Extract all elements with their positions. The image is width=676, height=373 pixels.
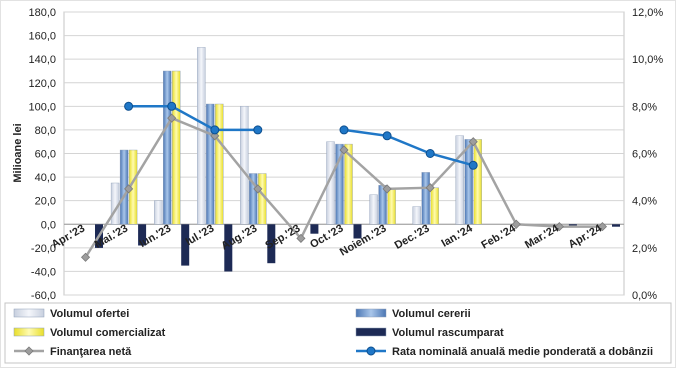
y-tick-label: -40,0 [31, 266, 56, 278]
bar-volumul-cererii-8 [421, 172, 430, 225]
legend-marker-finan-area-net- [24, 346, 34, 356]
y2-tick-label: 12,0% [632, 7, 663, 19]
point-finan-area-net--1 [124, 184, 134, 194]
point-finan-area-net--4 [253, 184, 263, 194]
bar-volumul-ofertei-2 [153, 200, 163, 225]
point-rata-nominal-anual-medie-ponderat-a-dob-nzii-4 [253, 125, 263, 135]
bar-volumul-comercializat-3 [215, 103, 224, 225]
y-tick-label: 120,0 [28, 78, 56, 90]
y2-tick-label: 10,0% [632, 54, 663, 66]
bar-volumul-ofertei-9 [455, 135, 464, 225]
point-finan-area-net--7 [382, 184, 392, 194]
y2-tick-label: 6,0% [632, 149, 657, 161]
y-tick-label: -60,0 [31, 290, 56, 302]
bar-volumul-comercializat-6 [344, 143, 353, 225]
point-finan-area-net--9 [468, 137, 478, 147]
point-rata-nominal-anual-medie-ponderat-a-dob-nzii-1 [124, 101, 134, 111]
point-finan-area-net--0 [80, 252, 91, 262]
y-axis-title: Milioane lei [12, 123, 24, 182]
bar-volumul-cererii-6 [335, 143, 344, 225]
bar-volumul-cererii-9 [464, 139, 473, 225]
bar-volumul-comercializat-9 [473, 139, 482, 225]
y-tick-label: 140,0 [28, 54, 56, 66]
y-tick-label: 100,0 [28, 101, 56, 113]
point-rata-nominal-anual-medie-ponderat-a-dob-nzii-9 [468, 160, 478, 170]
line-rata-nominal-anual-medie-ponderat-a-dob-nzii [343, 128, 474, 167]
bar-volumul-cererii-3 [206, 103, 215, 225]
legend-swatch-volumul-ofertei [13, 308, 45, 318]
y-tick-label: -20,0 [31, 243, 56, 255]
legend-label-volumul-ofertei: Volumul ofertei [50, 308, 129, 320]
legend: Volumul ofertei Volumul cererii Volumul co… [4, 302, 672, 364]
legend-label-volumul-comercializat: Volumul comercializat [50, 327, 166, 339]
bar-volumul-comercializat-7 [387, 187, 396, 225]
y-tick-label: 20,0 [35, 196, 56, 208]
bar-volumul-cererii-2 [162, 70, 172, 225]
bar-volumul-cererii-4 [249, 173, 258, 225]
y-axis-left: 180,0 160,0 140,0 120,0 100,0 80,0 60,0 40,0 20,… [28, 7, 56, 302]
y-tick-label: 160,0 [28, 31, 56, 43]
bar-volumul-ofertei-7 [369, 194, 378, 225]
point-rata-nominal-anual-medie-ponderat-a-dob-nzii-7 [382, 131, 392, 141]
y2-tick-label: 2,0% [632, 243, 657, 255]
point-rata-nominal-anual-medie-ponderat-a-dob-nzii-3 [210, 125, 220, 135]
legend-label-volumul-cererii: Volumul cererii [392, 308, 471, 320]
legend-label-rata-nominal-anual-medie-ponderat-a-dob-nzii: Rata nominală anuală medie ponderată a d… [392, 346, 653, 358]
bar-volumul-rascumparat-3 [224, 224, 233, 272]
y-tick-label: 180,0 [28, 7, 56, 19]
y-axis-right: 12,0% 10,0% 8,0% 6,0% 4,0% 2,0% 0,0% [632, 7, 663, 302]
bars [95, 47, 620, 272]
legend-swatch-volumul-comercializat [13, 327, 45, 337]
bar-volumul-rascumparat-5 [310, 224, 319, 234]
y-tick-label: 60,0 [35, 149, 56, 161]
y2-tick-label: 8,0% [632, 101, 657, 113]
point-finan-area-net--2 [167, 113, 177, 123]
legend-marker-rata-nominal-anual-medie-ponderat-a-dob-nzii [366, 346, 376, 356]
point-finan-area-net--6 [339, 145, 349, 155]
point-rata-nominal-anual-medie-ponderat-a-dob-nzii-6 [339, 125, 349, 135]
y-tick-label: 80,0 [35, 125, 56, 137]
bar-volumul-rascumparat-2 [181, 224, 190, 266]
legend-label-volumul-rascumparat: Volumul rascumparat [392, 327, 504, 339]
bar-volumul-comercializat-8 [430, 187, 439, 225]
bar-volumul-ofertei-3 [197, 47, 206, 225]
bar-volumul-rascumparat-12 [612, 224, 620, 227]
bar-volumul-ofertei-4 [240, 106, 249, 225]
y2-tick-label: 0,0% [632, 290, 657, 302]
point-rata-nominal-anual-medie-ponderat-a-dob-nzii-2 [167, 101, 177, 111]
bar-volumul-comercializat-2 [171, 70, 181, 225]
bar-volumul-rascumparat-4 [267, 224, 276, 264]
point-finan-area-net--12 [597, 222, 608, 232]
point-rata-nominal-anual-medie-ponderat-a-dob-nzii-8 [425, 149, 435, 158]
legend-box [4, 302, 672, 364]
point-finan-area-net--11 [554, 222, 564, 232]
bar-volumul-rascumparat-6 [353, 224, 362, 239]
bar-volumul-ofertei-8 [412, 206, 421, 225]
point-finan-area-net--5 [296, 233, 306, 243]
lines [80, 101, 608, 262]
legend-swatch-volumul-cererii [355, 308, 387, 318]
point-finan-area-net--10 [511, 219, 521, 229]
y-tick-label: 0,0 [41, 219, 56, 231]
line-rata-nominal-anual-medie-ponderat-a-dob-nzii [128, 105, 258, 132]
point-finan-area-net--8 [425, 183, 435, 193]
legend-swatch-volumul-rascumparat [355, 327, 387, 337]
bar-volumul-ofertei-6 [326, 141, 335, 225]
y-tick-label: 40,0 [35, 172, 56, 184]
y2-tick-label: 4,0% [632, 196, 657, 208]
legend-label-finan-area-net-: Finanţarea netă [50, 346, 132, 358]
bar-volumul-rascumparat-1 [138, 224, 147, 246]
